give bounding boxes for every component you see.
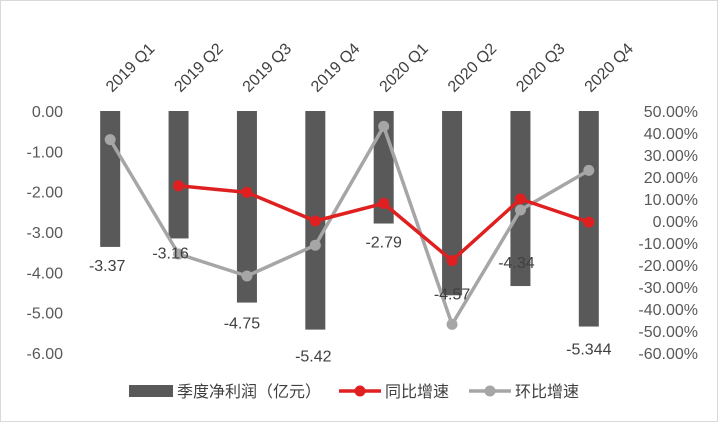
left-tick-label: -2.00 <box>27 185 64 202</box>
bar-series <box>100 111 599 330</box>
bar <box>168 111 189 239</box>
left-tick-label: -3.00 <box>27 225 64 242</box>
line-series <box>104 120 595 330</box>
right-tick-label: -20.00% <box>638 258 698 275</box>
legend-label: 季度净利润（亿元） <box>177 382 321 401</box>
right-tick-label: -50.00% <box>638 324 698 341</box>
bar <box>442 111 463 296</box>
series-point <box>514 193 526 205</box>
right-tick-label: 40.00% <box>644 126 698 143</box>
right-tick-label: -60.00% <box>638 346 698 363</box>
right-tick-label: 20.00% <box>644 170 698 187</box>
series-point <box>241 270 253 282</box>
bar-data-label: -4.34 <box>498 255 535 272</box>
category-label: 2020 Q1 <box>376 40 431 95</box>
series-point <box>241 186 253 198</box>
category-label: 2020 Q2 <box>445 40 500 95</box>
category-label: 2020 Q3 <box>513 40 568 95</box>
left-tick-label: -6.00 <box>27 346 64 363</box>
bar-data-labels: -3.37 -3.16 -4.75 -5.42 -2.79 -4.57 -4.34 -5.34… <box>89 235 612 366</box>
series-point <box>446 318 458 330</box>
left-tick-label: -5.00 <box>27 306 64 323</box>
series-point <box>309 215 321 227</box>
left-axis-ticks: 0.00 -1.00 -2.00 -3.00 -4.00 -5.00 -6.00 <box>27 104 64 363</box>
category-label: 2020 Q4 <box>582 40 637 95</box>
series-line <box>108 124 590 327</box>
right-tick-label: -40.00% <box>638 302 698 319</box>
series-point <box>309 239 321 251</box>
left-tick-label: -1.00 <box>27 144 64 161</box>
category-label: 2019 Q1 <box>103 40 158 95</box>
bar-data-label: -4.75 <box>224 316 261 333</box>
bar-data-label: -5.344 <box>566 342 611 359</box>
legend-swatch <box>129 385 173 397</box>
bar-data-label: -5.42 <box>295 349 332 366</box>
series-point <box>514 204 526 216</box>
bar-data-label: -3.16 <box>152 245 189 262</box>
legend-label: 环比增速 <box>515 382 579 401</box>
right-tick-label: 30.00% <box>644 148 698 165</box>
legend-marker <box>354 385 366 397</box>
bar-data-label: -2.79 <box>365 235 402 252</box>
bar-data-label: -3.37 <box>89 258 126 275</box>
right-tick-label: 50.00% <box>644 104 698 121</box>
left-tick-label: -4.00 <box>27 265 64 282</box>
series-point <box>378 120 390 132</box>
series-point <box>583 164 595 176</box>
series-point <box>583 216 595 228</box>
legend-marker <box>484 385 496 397</box>
bar-data-label: -4.57 <box>434 286 471 303</box>
legend: 季度净利润（亿元） 同比增速 环比增速 <box>129 382 579 401</box>
series-point <box>173 248 185 260</box>
series-point <box>173 180 185 192</box>
series-point <box>378 197 390 209</box>
bar <box>100 111 121 247</box>
series-point <box>446 255 458 267</box>
category-label: 2019 Q2 <box>171 40 226 95</box>
right-tick-label: -10.00% <box>638 236 698 253</box>
category-label: 2019 Q3 <box>240 40 295 95</box>
right-axis-ticks: 50.00% 40.00% 30.00% 20.00% 10.00% 0.00% -10.0… <box>638 104 698 363</box>
right-tick-label: 10.00% <box>644 192 698 209</box>
category-labels: 2019 Q1 2019 Q2 2019 Q3 2019 Q4 2020 Q1 2020 … <box>103 40 637 95</box>
category-label: 2019 Q4 <box>308 40 363 95</box>
bar <box>236 111 257 303</box>
right-tick-label: 0.00% <box>653 214 698 231</box>
legend-label: 同比增速 <box>385 382 449 401</box>
right-tick-label: -30.00% <box>638 280 698 297</box>
series-point <box>104 134 116 146</box>
left-tick-label: 0.00 <box>32 104 63 121</box>
